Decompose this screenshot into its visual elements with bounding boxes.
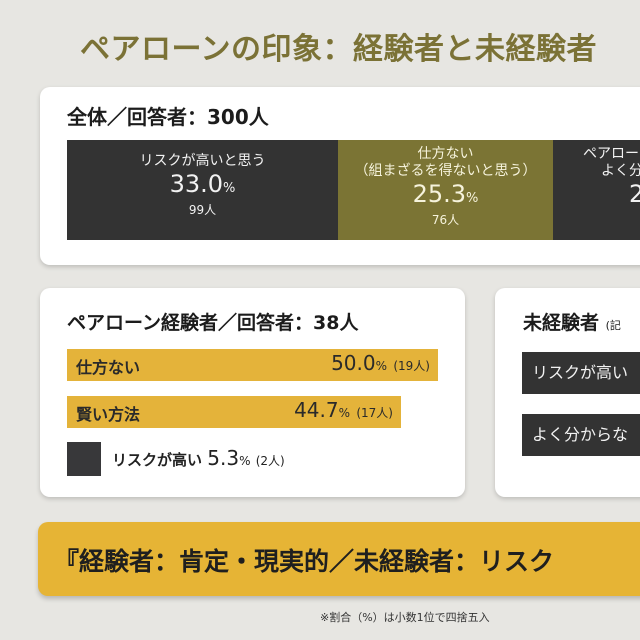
overall-heading: 全体／回答者：300人 bbox=[67, 105, 269, 129]
segment-risk-high: リスクが高いと思う 33.0% 99人 bbox=[67, 140, 338, 240]
segment-count: 76人 bbox=[431, 213, 460, 227]
segment-count: 99人 bbox=[188, 203, 217, 217]
footnote: ※割合（%）は小数1位で四捨五入 bbox=[320, 611, 490, 624]
experienced-heading: ペアローン経験者／回答者：38人 bbox=[67, 312, 359, 334]
segment-percent: 2 bbox=[629, 180, 640, 208]
bar-unavoidable: 仕方ない 50.0% (19人) bbox=[67, 349, 438, 381]
segment-percent: 33.0% bbox=[169, 170, 236, 198]
summary-text: 『経験者：肯定・現実的／未経験者：リスク bbox=[54, 547, 555, 576]
risk-label: リスクが高い 5.3% (2人) bbox=[112, 446, 285, 470]
segment-label: 仕方ない bbox=[417, 146, 474, 162]
bar-label: 仕方ない bbox=[76, 358, 141, 377]
segment-sublabel: （組まざるを得ないと思う） bbox=[354, 163, 537, 179]
segment-sublabel: よく分 bbox=[601, 163, 640, 179]
inexperienced-card: 未経験者 (記 リスクが高い よく分からな bbox=[495, 288, 640, 497]
page-title: ペアローンの印象：経験者と未経験者 bbox=[80, 32, 597, 67]
inexperienced-item-unknown: よく分からな bbox=[522, 414, 640, 456]
bar-value: 44.7% (17人) bbox=[294, 398, 393, 422]
overall-card: 全体／回答者：300人 リスクが高いと思う 33.0% 99人 仕方ない （組ま… bbox=[40, 87, 640, 265]
segment-percent: 25.3% bbox=[412, 180, 479, 208]
bar-risk-square bbox=[67, 442, 101, 476]
inexperienced-item-risk: リスクが高い bbox=[522, 352, 640, 394]
segment-label: ペアロー bbox=[583, 146, 639, 162]
segment-label: リスクが高いと思う bbox=[139, 153, 266, 169]
segment-unavoidable: 仕方ない （組まざるを得ないと思う） 25.3% 76人 bbox=[338, 140, 553, 240]
inexperienced-heading: 未経験者 (記 bbox=[523, 312, 621, 334]
bar-label: 賢い方法 bbox=[76, 405, 141, 424]
summary-banner: 『経験者：肯定・現実的／未経験者：リスク bbox=[38, 522, 640, 596]
segment-unknown: ペアロー よく分 2 bbox=[553, 140, 640, 240]
experienced-card: ペアローン経験者／回答者：38人 仕方ない 50.0% (19人) 賢い方法 4… bbox=[40, 288, 465, 497]
bar-value: 50.0% (19人) bbox=[331, 351, 430, 375]
bar-smart-method: 賢い方法 44.7% (17人) bbox=[67, 396, 401, 428]
